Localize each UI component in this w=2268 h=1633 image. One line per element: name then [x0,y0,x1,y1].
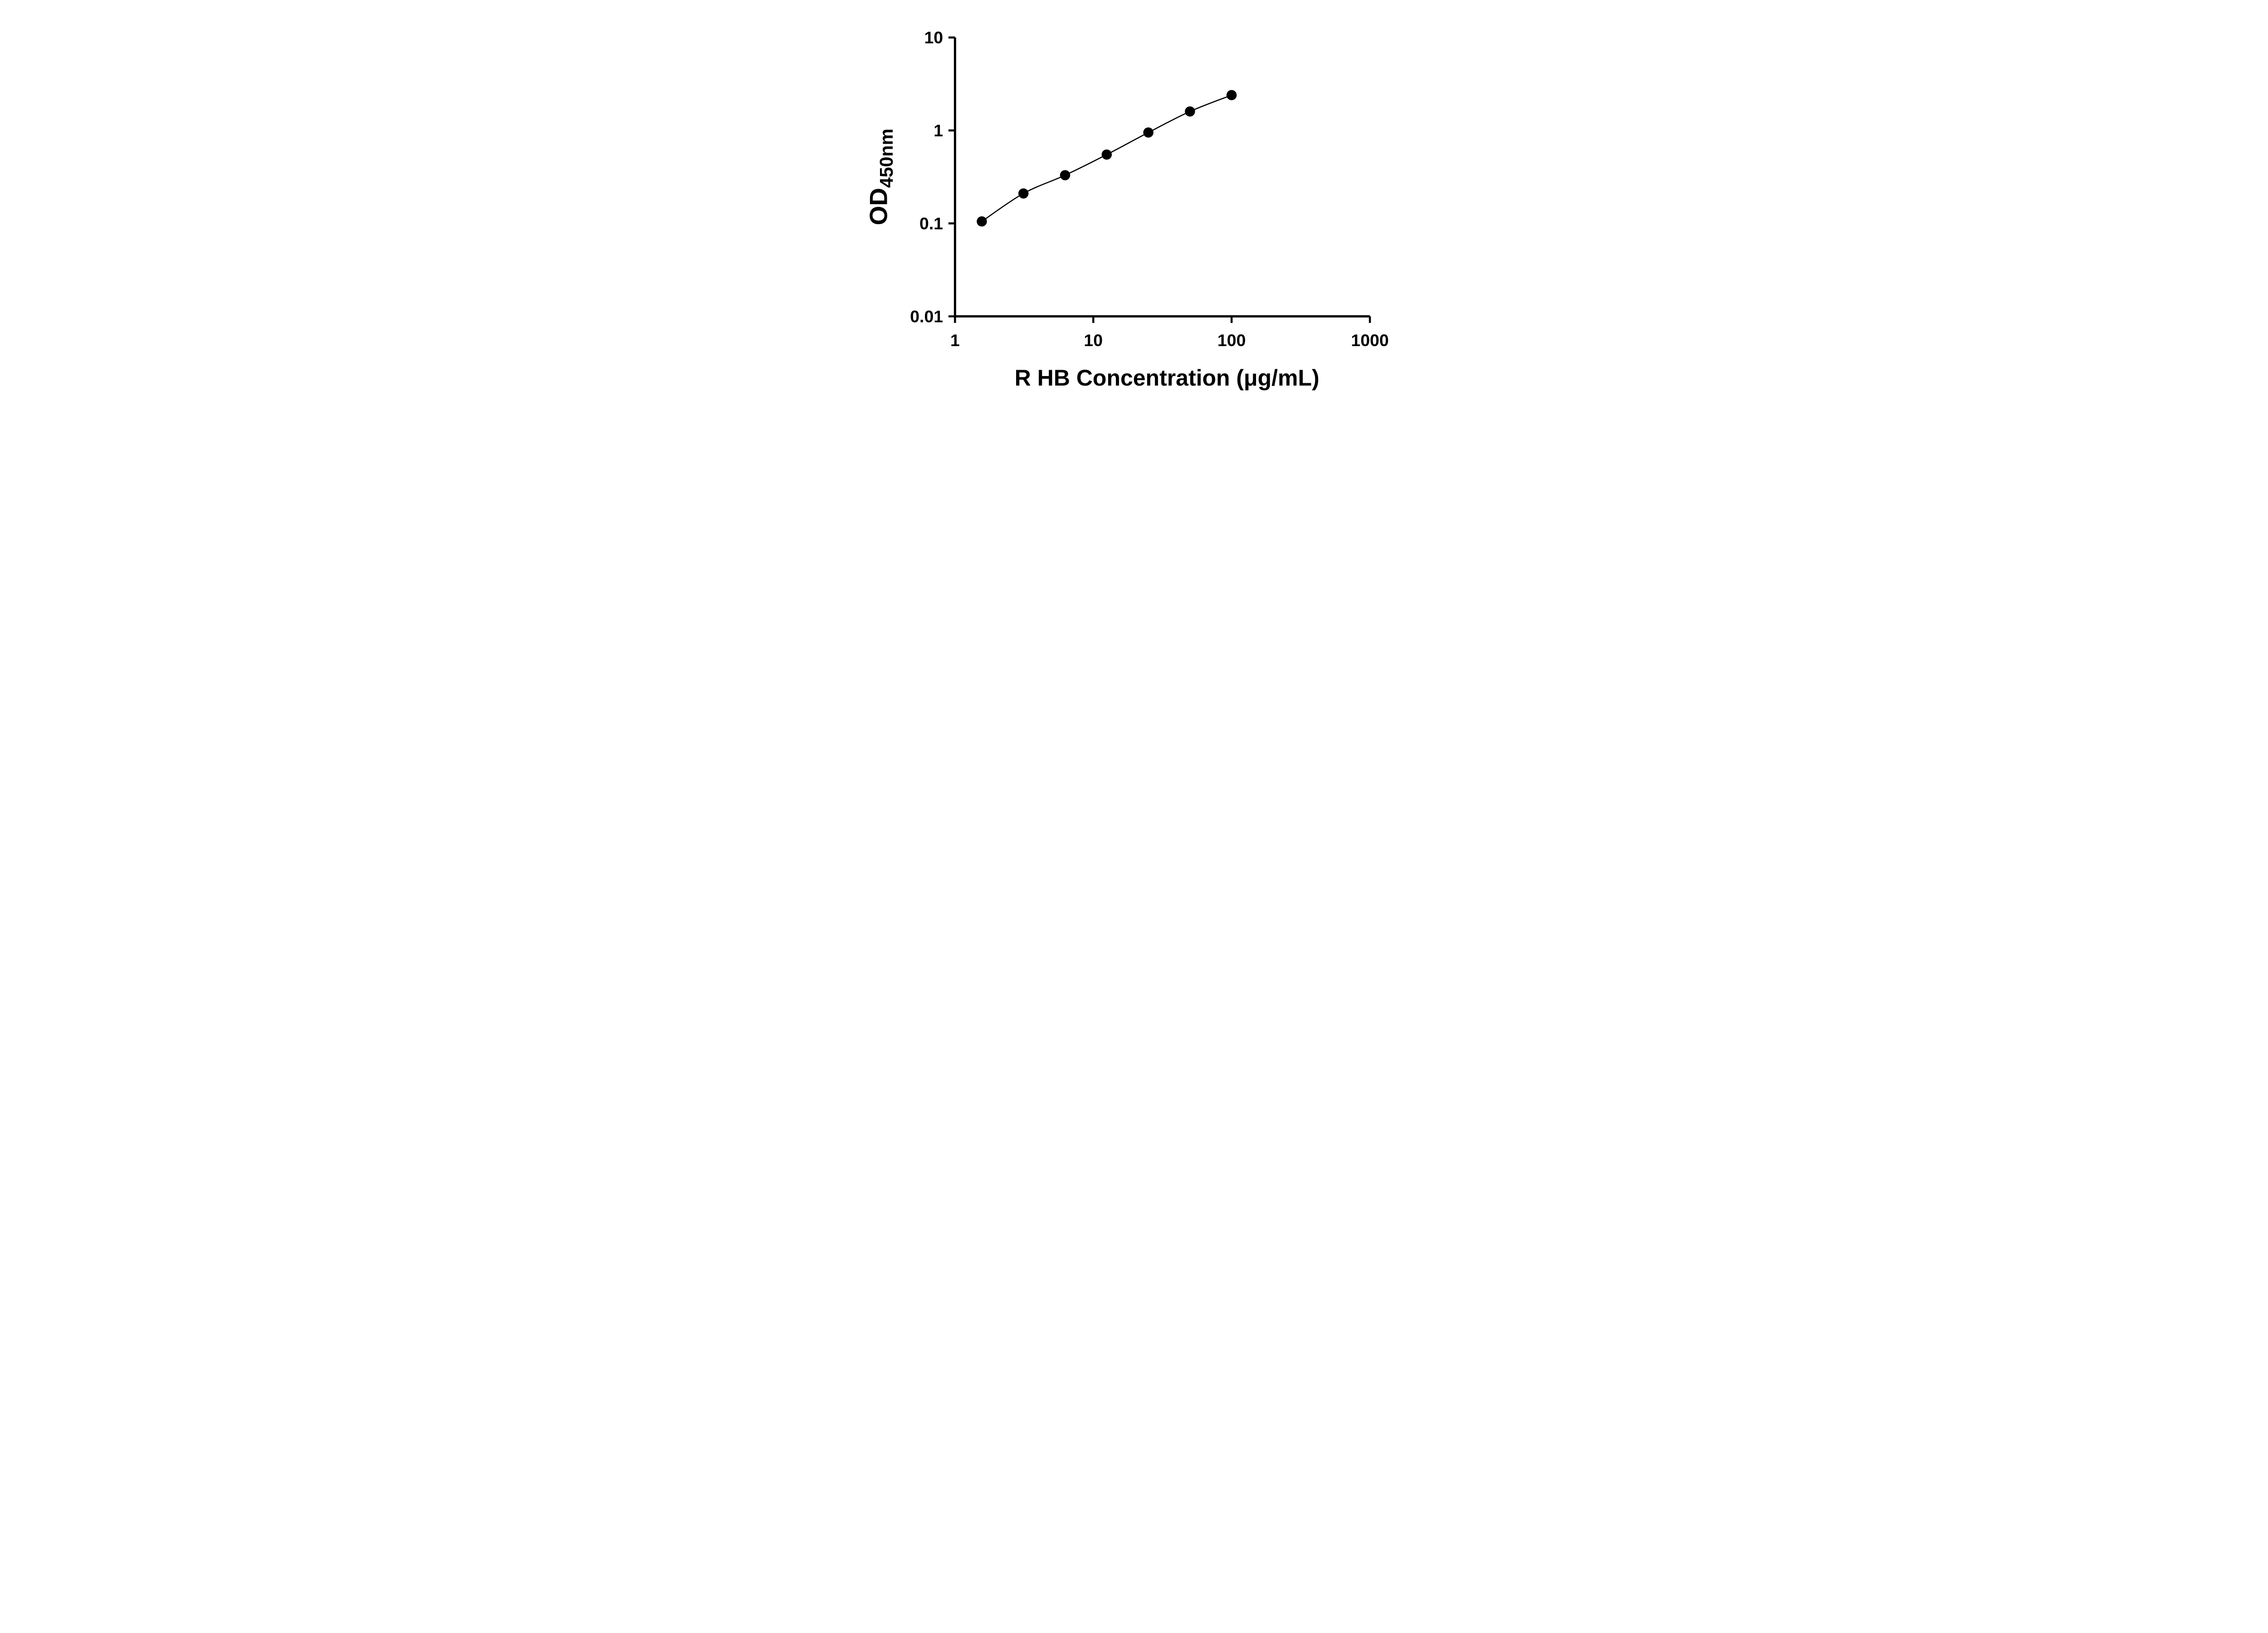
elisa-standard-curve-figure: 1 10 100 1000 0.01 0.1 1 10 R HB Concentration … [842,0,1426,408]
y-axis-title-main: OD [864,188,892,225]
y-tick-label: 1 [934,121,943,140]
axis-spines [953,37,1370,318]
x-axis-title: R HB Concentration (μg/mL) [1014,365,1319,391]
data-point-marker [976,216,987,227]
data-point-marker [1143,127,1154,138]
y-axis-title-subscript: 450nm [875,128,896,188]
axes: 1 10 100 1000 0.01 0.1 1 10 [910,28,1389,350]
chart-canvas: 1 10 100 1000 0.01 0.1 1 10 R HB Concentration … [864,28,1389,391]
y-axis-title: OD450nm [864,128,896,225]
y-tick-label: 0.01 [910,307,943,326]
y-tick-label: 10 [924,28,943,47]
data-point-marker [1101,149,1112,160]
x-tick-label: 100 [1217,331,1246,350]
y-tick-label: 0.1 [919,214,943,233]
x-tick-label: 10 [1084,331,1103,350]
data-point-marker [1018,188,1029,199]
x-tick-label: 1000 [1351,331,1388,350]
data-point-marker [1226,90,1237,100]
data-point-marker [1184,106,1195,117]
data-point-marker [1060,170,1070,181]
data-series [976,90,1237,227]
x-tick-label: 1 [950,331,959,350]
